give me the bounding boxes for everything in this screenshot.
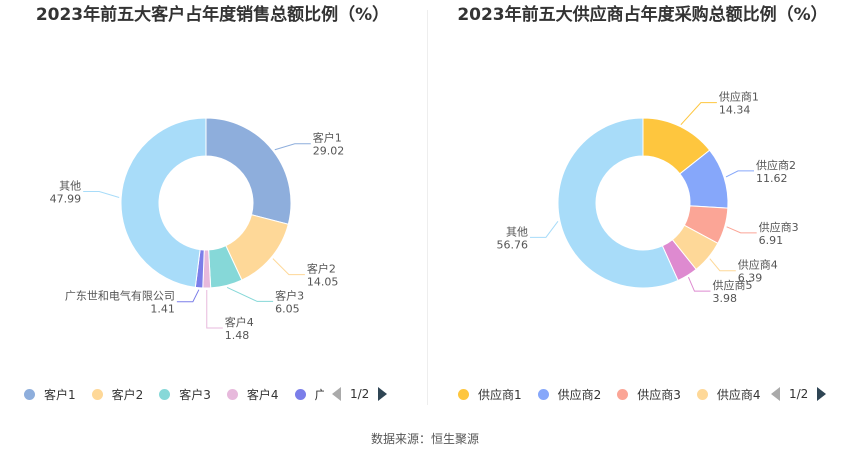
legend-swatch xyxy=(617,388,629,400)
label-leader-line xyxy=(725,170,754,178)
label-leader-line xyxy=(226,286,274,302)
label-leader-line xyxy=(83,191,120,198)
panel-divider xyxy=(427,10,428,405)
legend-item[interactable]: 客户3 xyxy=(159,386,211,403)
customers-legend: 客户1 客户2 客户3 客户4 广 xyxy=(24,384,324,404)
legend-swatch xyxy=(24,388,35,400)
legend-label: 供应商2 xyxy=(557,387,602,402)
label-leader-line xyxy=(709,258,736,272)
data-source-note: 数据来源：恒生聚源 xyxy=(370,432,479,446)
pie-slice[interactable] xyxy=(120,117,207,288)
legend-next-icon[interactable] xyxy=(817,387,827,401)
label-leader-line xyxy=(680,102,717,126)
legend-label: 供应商4 xyxy=(716,387,760,402)
label-leader-line xyxy=(529,221,559,238)
legend-prev-icon[interactable] xyxy=(332,387,341,401)
slice-name-label: 供应商2 xyxy=(756,158,796,172)
chart-title-customers: 2023年前五大客户占年度销售总额比例（%） xyxy=(35,5,390,25)
slice-value-label: 6.39 xyxy=(738,272,763,285)
legend-item[interactable]: 广 xyxy=(294,386,324,403)
slice-name-label: 客户4 xyxy=(225,315,254,329)
legend-swatch xyxy=(294,388,306,400)
pie-slice[interactable] xyxy=(557,117,679,289)
legend-page-indicator: 1/2 xyxy=(350,387,370,401)
legend-item[interactable]: 供应商3 xyxy=(617,386,681,403)
slice-name-label: 广东世和电气有限公司 xyxy=(65,289,175,303)
legend-swatch xyxy=(458,388,469,400)
chart-title-suppliers: 2023年前五大供应商占年度采购总额比例（%） xyxy=(457,5,828,25)
label-leader-line xyxy=(726,226,757,234)
legend-label: 客户3 xyxy=(179,387,211,402)
suppliers-legend-pager: 1/2 xyxy=(771,384,827,404)
slice-value-label: 1.48 xyxy=(225,329,250,342)
legend-label: 广 xyxy=(314,387,324,402)
suppliers-legend: 供应商1 供应商2 供应商3 供应商4 xyxy=(458,384,760,404)
pie-slice[interactable] xyxy=(205,117,292,225)
legend-item[interactable]: 供应商4 xyxy=(696,386,760,403)
legend-item[interactable]: 客户2 xyxy=(91,386,144,403)
slice-name-label: 客户2 xyxy=(307,262,336,276)
legend-item[interactable]: 客户4 xyxy=(226,386,279,403)
slice-name-label: 供应商4 xyxy=(738,258,778,272)
legend-label: 客户2 xyxy=(111,387,144,402)
legend-next-icon[interactable] xyxy=(378,387,388,401)
legend-label: 客户1 xyxy=(44,387,76,402)
slice-value-label: 3.98 xyxy=(712,292,737,305)
label-leader-line xyxy=(272,258,305,276)
label-leader-line xyxy=(176,289,200,303)
slice-value-label: 56.76 xyxy=(496,238,528,251)
slice-name-label: 供应商1 xyxy=(719,90,759,104)
legend-label: 供应商3 xyxy=(637,387,681,402)
slice-name-label: 其他 xyxy=(506,225,528,238)
legend-swatch xyxy=(696,388,708,400)
legend-swatch xyxy=(537,388,549,400)
slice-value-label: 6.05 xyxy=(275,302,300,315)
slice-name-label: 供应商3 xyxy=(759,220,799,234)
label-leader-line xyxy=(206,289,223,329)
legend-swatch xyxy=(159,388,171,400)
legend-label: 客户4 xyxy=(246,387,279,402)
slice-value-label: 14.34 xyxy=(719,104,751,117)
legend-prev-icon[interactable] xyxy=(771,387,780,401)
slice-name-label: 客户1 xyxy=(313,131,342,145)
legend-item[interactable]: 供应商1 xyxy=(458,386,522,403)
label-leader-line xyxy=(274,143,311,151)
label-leader-line xyxy=(687,276,711,292)
slice-value-label: 29.02 xyxy=(313,145,345,158)
slice-value-label: 11.62 xyxy=(756,172,788,185)
legend-swatch xyxy=(226,388,238,400)
legend-page-indicator: 1/2 xyxy=(789,387,809,401)
slice-value-label: 47.99 xyxy=(50,193,82,206)
slice-value-label: 14.05 xyxy=(307,276,339,289)
slice-name-label: 客户3 xyxy=(275,288,304,302)
customers-legend-pager: 1/2 xyxy=(332,384,388,404)
legend-item[interactable]: 客户1 xyxy=(24,386,76,403)
legend-label: 供应商1 xyxy=(478,387,522,402)
slice-value-label: 6.91 xyxy=(759,234,784,247)
slice-name-label: 供应商5 xyxy=(712,278,752,292)
legend-item[interactable]: 供应商2 xyxy=(537,386,602,403)
slice-value-label: 1.41 xyxy=(150,303,175,316)
legend-swatch xyxy=(91,388,103,400)
slice-name-label: 其他 xyxy=(59,180,81,193)
